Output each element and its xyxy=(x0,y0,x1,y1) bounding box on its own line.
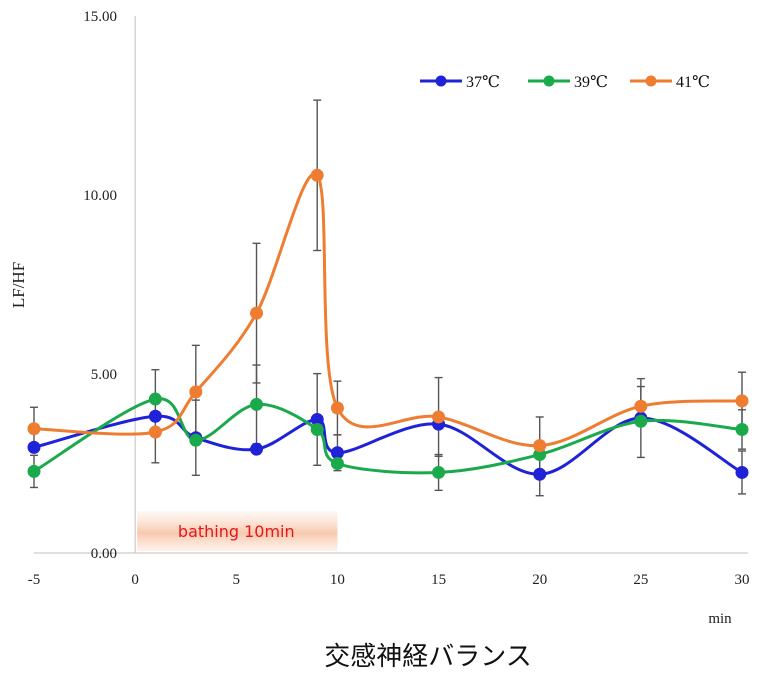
data-point xyxy=(735,465,749,479)
y-tick-label: 15.00 xyxy=(83,9,117,25)
data-point xyxy=(189,385,203,399)
axes: 0.00 5.00 10.00 15.00 -5 0 5 10 15 20 25 30 xyxy=(28,9,750,588)
data-point xyxy=(310,422,324,436)
legend: 37℃ 39℃ 41℃ xyxy=(420,74,710,91)
data-point xyxy=(27,440,41,454)
data-point xyxy=(250,397,264,411)
data-point xyxy=(533,439,547,453)
data-point xyxy=(148,425,162,439)
data-point xyxy=(310,412,324,426)
data-point xyxy=(432,465,446,479)
series-line-3 xyxy=(33,172,743,448)
bathing-label: bathing 10min xyxy=(178,522,295,541)
x-axis-unit-label: min xyxy=(708,611,732,627)
legend-label: 39℃ xyxy=(574,74,608,91)
data-point xyxy=(250,442,264,456)
series-lines xyxy=(33,172,743,476)
data-point xyxy=(148,392,162,406)
series-line-2 xyxy=(33,397,743,475)
legend-label: 37℃ xyxy=(466,74,500,91)
data-point xyxy=(27,422,41,436)
legend-marker xyxy=(543,75,555,87)
data-point xyxy=(27,464,41,478)
data-point xyxy=(634,399,648,413)
x-tick-label: -5 xyxy=(28,572,41,588)
data-point xyxy=(310,168,324,182)
series-points xyxy=(27,168,749,481)
x-tick-label: 30 xyxy=(735,572,750,588)
data-point xyxy=(330,401,344,415)
data-point xyxy=(189,433,203,447)
x-tick-label: 0 xyxy=(131,572,139,588)
y-tick-label: 5.00 xyxy=(91,367,117,383)
data-point xyxy=(432,410,446,424)
data-point xyxy=(735,422,749,436)
y-tick-label: 10.00 xyxy=(83,188,117,204)
data-point xyxy=(533,448,547,462)
x-tick-label: 20 xyxy=(532,572,547,588)
bathing-band xyxy=(137,511,338,551)
legend-marker xyxy=(435,75,447,87)
x-tick-label: 10 xyxy=(330,572,345,588)
data-point xyxy=(250,306,264,320)
data-point xyxy=(735,394,749,408)
data-point xyxy=(634,414,648,428)
x-tick-label: 25 xyxy=(633,572,648,588)
legend-label: 41℃ xyxy=(676,74,710,91)
legend-marker xyxy=(645,75,657,87)
data-point xyxy=(533,467,547,481)
x-tick-label: 15 xyxy=(431,572,446,588)
data-point xyxy=(330,446,344,460)
x-tick-label: 5 xyxy=(233,572,241,588)
y-axis-label: LF/HF xyxy=(9,262,28,308)
data-point xyxy=(330,457,344,470)
chart-title: 交感神経バランス xyxy=(324,642,531,672)
bathing-annotation: bathing 10min xyxy=(137,511,338,551)
data-point xyxy=(148,409,162,423)
y-tick-label: 0.00 xyxy=(91,546,117,562)
